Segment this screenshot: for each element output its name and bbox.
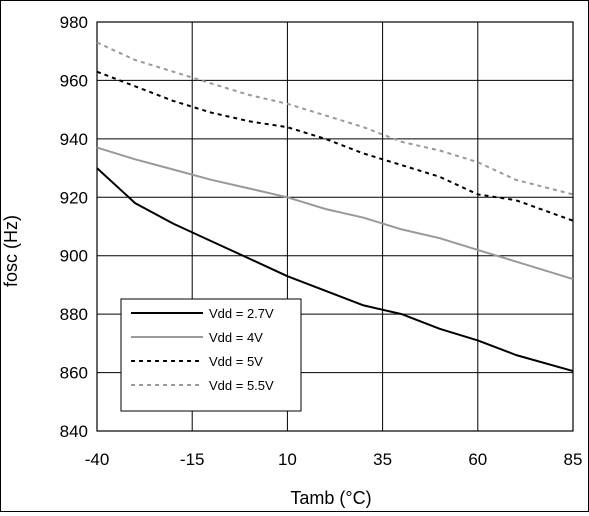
series-line-1	[96, 167, 574, 373]
y-tick-label: 860	[60, 364, 88, 383]
series-layer	[96, 41, 574, 373]
legend-label: Vdd = 2.7V	[209, 306, 274, 321]
x-axis-title: Tamb (°C)	[290, 488, 371, 508]
y-tick-label: 840	[60, 422, 88, 441]
series-line-2	[96, 146, 574, 281]
y-tick-label: 960	[60, 71, 88, 90]
y-axis-title: fosc (Hz)	[1, 215, 21, 287]
legend-label: Vdd = 5.5V	[209, 378, 274, 393]
series-line-4	[96, 41, 574, 196]
x-tick-label: 35	[373, 450, 392, 469]
y-tick-label: 920	[60, 188, 88, 207]
y-tick-label: 940	[60, 130, 88, 149]
y-tick-label: 880	[60, 305, 88, 324]
plot-border	[96, 21, 574, 432]
y-tick-label: 900	[60, 247, 88, 266]
legend-box	[120, 298, 302, 412]
plot-area	[96, 21, 574, 432]
legend-label: Vdd = 4V	[209, 330, 263, 345]
legend: Vdd = 2.7V Vdd = 4V Vdd = 5V Vdd = 5.5V	[120, 298, 302, 412]
legend-label: Vdd = 5V	[209, 354, 263, 369]
x-axis-ticks: -40 -15 10 35 60 85	[85, 450, 583, 469]
x-tick-label: 10	[278, 450, 297, 469]
x-tick-label: 60	[468, 450, 487, 469]
x-tick-label: 85	[564, 450, 583, 469]
series-line-3	[96, 70, 574, 222]
x-tick-label: -40	[85, 450, 110, 469]
y-axis-ticks: 840 860 880 900 920 940 960 980	[60, 13, 88, 441]
x-tick-label: -15	[180, 450, 205, 469]
y-tick-label: 980	[60, 13, 88, 32]
